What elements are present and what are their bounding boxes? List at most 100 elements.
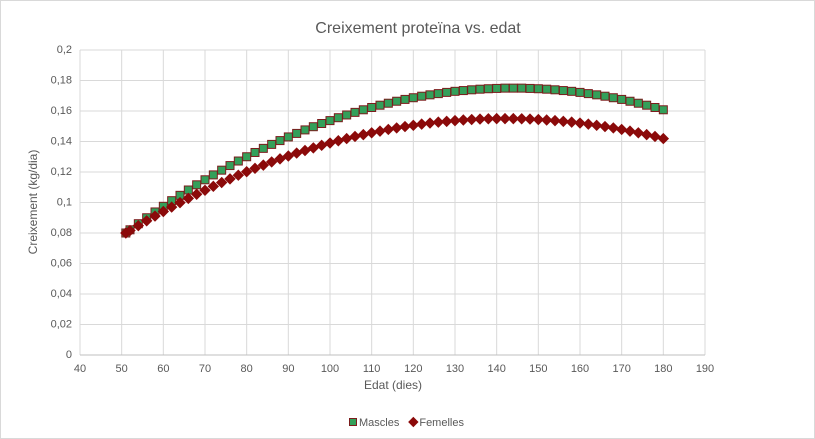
x-tick-label: 120: [404, 363, 422, 375]
legend-marker: [408, 416, 419, 428]
marker: [124, 224, 136, 237]
marker: [249, 162, 261, 175]
marker: [542, 84, 552, 94]
marker: [650, 102, 660, 112]
marker: [557, 115, 570, 128]
marker: [224, 173, 236, 185]
marker: [500, 83, 510, 93]
marker: [200, 175, 210, 185]
marker: [258, 143, 268, 153]
marker: [607, 122, 620, 134]
marker: [590, 119, 603, 132]
marker: [333, 113, 343, 123]
marker: [299, 144, 311, 157]
chart-title: Creixement proteïna vs. edat: [315, 20, 521, 37]
marker: [583, 89, 593, 99]
x-tick-label: 180: [654, 363, 672, 375]
marker: [508, 83, 518, 93]
marker: [275, 136, 285, 146]
marker: [449, 114, 461, 127]
x-tick-label: 40: [74, 363, 86, 375]
marker: [240, 165, 253, 178]
marker: [215, 176, 228, 189]
x-tick-label: 80: [241, 363, 253, 375]
marker: [350, 107, 360, 117]
x-tick-label: 130: [446, 363, 464, 375]
y-axis-title: Creixement (kg/dia): [26, 150, 40, 255]
marker: [408, 93, 418, 103]
marker: [207, 180, 220, 193]
marker: [283, 132, 293, 142]
marker: [633, 98, 643, 108]
marker: [492, 83, 502, 93]
marker: [233, 156, 243, 166]
marker: [474, 113, 486, 125]
marker: [417, 91, 427, 101]
legend-label: Femelles: [419, 417, 464, 429]
y-tick-label: 0,18: [51, 74, 72, 86]
marker: [165, 201, 178, 213]
marker: [157, 205, 170, 218]
marker: [483, 84, 493, 94]
x-tick-label: 190: [696, 363, 714, 375]
marker: [517, 83, 527, 93]
x-tick-label: 70: [199, 363, 211, 375]
marker: [375, 100, 385, 110]
marker: [575, 87, 585, 97]
marker: [507, 112, 520, 125]
marker: [515, 113, 528, 125]
x-tick-label: 170: [612, 363, 630, 375]
marker: [274, 153, 286, 165]
marker: [242, 152, 252, 162]
marker: [250, 147, 260, 157]
marker: [658, 105, 668, 115]
marker: [558, 86, 568, 96]
x-tick-label: 100: [321, 363, 339, 375]
marker: [140, 215, 153, 227]
marker: [190, 188, 203, 200]
marker: [292, 128, 302, 138]
marker: [225, 161, 235, 171]
x-tick-label: 90: [282, 363, 294, 375]
marker: [383, 98, 393, 108]
marker: [640, 128, 653, 141]
x-tick-label: 50: [116, 363, 128, 375]
marker: [392, 96, 402, 106]
marker: [424, 117, 436, 129]
y-tick-label: 0,04: [51, 288, 72, 300]
marker: [308, 122, 318, 132]
marker: [532, 113, 545, 126]
marker: [358, 105, 368, 115]
y-tick-label: 0,2: [57, 44, 72, 56]
y-tick-label: 0: [66, 349, 72, 361]
marker: [317, 119, 327, 129]
marker: [442, 87, 452, 97]
marker: [524, 113, 536, 125]
marker: [300, 125, 310, 135]
y-tick-label: 0,1: [57, 196, 72, 208]
marker: [615, 123, 628, 136]
marker: [132, 219, 145, 232]
marker: [625, 96, 635, 106]
y-tick-label: 0,12: [51, 166, 72, 178]
marker: [567, 86, 577, 96]
marker: [465, 113, 478, 126]
legend-label: Mascles: [359, 417, 400, 429]
y-tick-label: 0,08: [51, 227, 72, 239]
marker: [550, 85, 560, 95]
x-tick-label: 140: [487, 363, 505, 375]
legend-marker: [349, 418, 357, 426]
marker: [525, 83, 535, 93]
marker: [182, 192, 195, 205]
marker: [632, 127, 645, 139]
marker: [192, 180, 202, 190]
marker: [440, 115, 453, 128]
marker: [540, 114, 553, 126]
marker: [624, 125, 636, 137]
marker: [565, 116, 578, 128]
marker: [282, 150, 295, 162]
marker: [307, 142, 320, 154]
marker: [208, 170, 218, 180]
y-tick-label: 0,06: [51, 257, 72, 269]
